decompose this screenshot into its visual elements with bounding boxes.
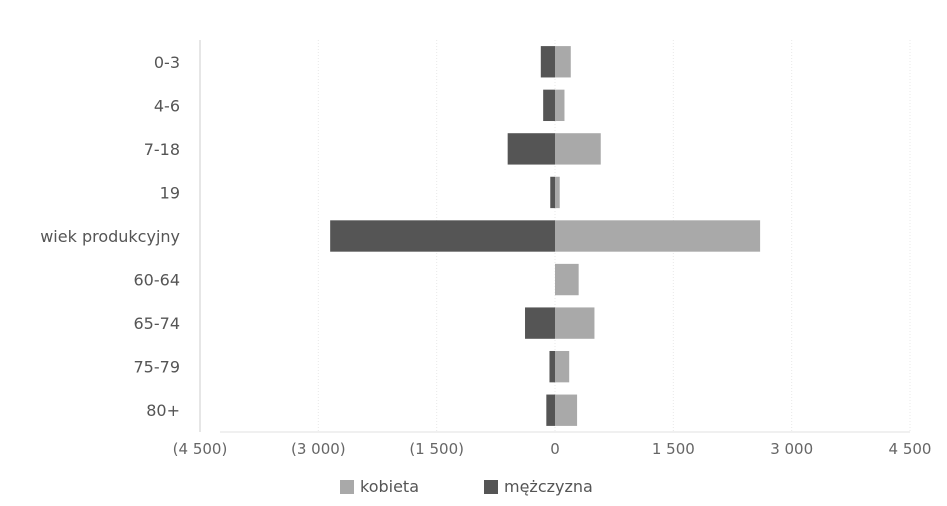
category-label: 4-6	[154, 96, 180, 115]
category-label: 65-74	[134, 314, 181, 333]
legend-swatch-kobieta	[340, 480, 354, 494]
x-tick-label: (1 500)	[409, 440, 464, 458]
legend-label-mezczyzna: mężczyzna	[504, 477, 593, 496]
category-labels: 0-3 4-6 7-18 19 wiek produkcyjny 60-64 65-74 75…	[40, 53, 180, 420]
legend: kobieta mężczyzna	[340, 477, 593, 496]
bar-mezczyzna-0-3	[540, 46, 555, 78]
bar-kobieta-65-74	[555, 307, 595, 339]
x-tick-label: (4 500)	[173, 440, 228, 458]
bar-kobieta-75-79	[555, 350, 570, 383]
bar-kobieta-7-18	[555, 133, 601, 165]
bar-mezczyzna-75-79	[549, 350, 555, 383]
bar-mezczyzna-80	[546, 394, 555, 426]
category-label: 7-18	[144, 140, 180, 159]
bar-mezczyzna-65-74	[525, 307, 555, 339]
category-label: 80+	[146, 401, 180, 420]
legend-swatch-mezczyzna	[484, 480, 498, 494]
category-label: 0-3	[154, 53, 180, 72]
category-label: 19	[160, 183, 180, 202]
legend-label-kobieta: kobieta	[360, 477, 419, 496]
bars	[330, 46, 761, 426]
x-tick-label: (3 000)	[291, 440, 346, 458]
category-label: wiek produkcyjny	[40, 227, 180, 246]
x-tick-label: 0	[550, 440, 560, 458]
category-label: 75-79	[134, 358, 181, 377]
bar-kobieta-4-6	[555, 89, 565, 122]
bar-kobieta-wiek-produkcyjny	[555, 220, 761, 252]
x-tick-label: 4 500	[889, 440, 932, 458]
bar-kobieta-19	[555, 176, 560, 209]
x-tick-label: 1 500	[652, 440, 695, 458]
bar-kobieta-80	[555, 394, 578, 426]
bar-kobieta-0-3	[555, 46, 571, 78]
category-label: 60-64	[134, 271, 181, 290]
bar-mezczyzna-4-6	[543, 89, 555, 122]
bar-mezczyzna-wiek-produkcyjny	[330, 220, 555, 252]
x-tick-labels: (4 500) (3 000) (1 500) 0 1 500 3 000 4 500	[173, 440, 932, 458]
bar-kobieta-60-64	[555, 263, 579, 296]
bar-mezczyzna-19	[550, 176, 555, 209]
bar-mezczyzna-7-18	[507, 133, 555, 165]
x-tick-label: 3 000	[770, 440, 813, 458]
